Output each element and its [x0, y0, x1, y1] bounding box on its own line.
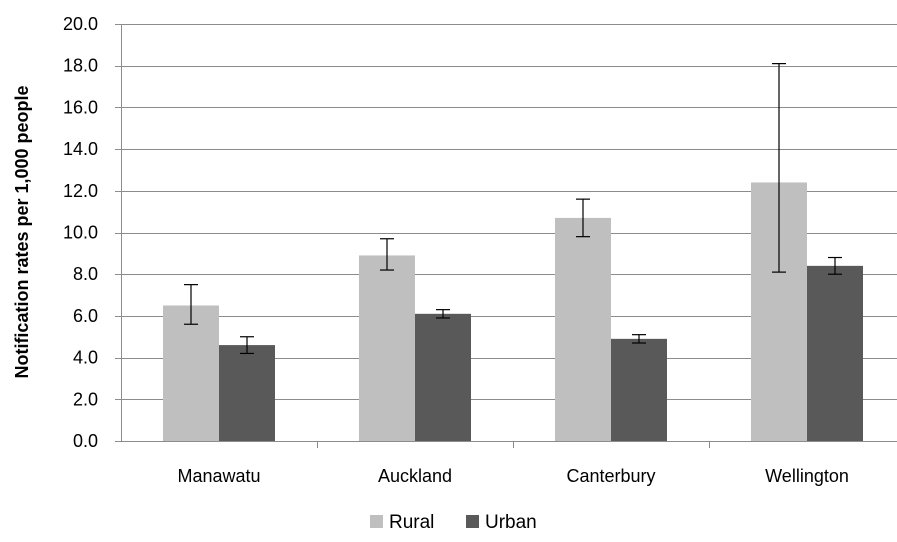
x-tick-label: Canterbury [566, 466, 655, 486]
legend-label-urban: Urban [485, 512, 537, 533]
y-tick-label: 12.0 [63, 181, 98, 201]
bar-rural [555, 217, 611, 441]
x-tick-labels: Manawatu Auckland Canterbury Wellington [177, 466, 848, 486]
y-tick-label: 20.0 [63, 14, 98, 34]
y-tick-label: 10.0 [63, 223, 98, 243]
legend: Rural Urban [370, 512, 537, 533]
bar-urban [219, 345, 275, 441]
x-tick-label: Manawatu [177, 466, 260, 486]
y-axis-label: Notification rates per 1,000 people [12, 85, 32, 378]
y-tick-labels: 0.0 2.0 4.0 6.0 8.0 10.0 12.0 14.0 16.0 18.0 20.0 [63, 14, 98, 451]
axes [121, 24, 897, 448]
bars [163, 182, 863, 441]
bar-rural [359, 255, 415, 441]
y-tick-label: 16.0 [63, 97, 98, 117]
y-tick-label: 4.0 [73, 348, 98, 368]
bar-rural [163, 305, 219, 441]
y-tick-label: 2.0 [73, 389, 98, 409]
y-tick-label: 18.0 [63, 56, 98, 76]
error-bars [184, 63, 842, 355]
x-tick-label: Auckland [378, 466, 452, 486]
y-tick-label: 6.0 [73, 306, 98, 326]
legend-swatch-rural [370, 515, 383, 528]
bar-urban [415, 313, 471, 441]
y-tick-label: 0.0 [73, 431, 98, 451]
x-tick-label: Wellington [765, 466, 849, 486]
bar-urban [611, 338, 667, 441]
y-tick-label: 8.0 [73, 264, 98, 284]
legend-label-rural: Rural [389, 512, 434, 533]
legend-swatch-urban [466, 515, 479, 528]
y-tick-label: 14.0 [63, 139, 98, 159]
bar-urban [807, 265, 863, 441]
